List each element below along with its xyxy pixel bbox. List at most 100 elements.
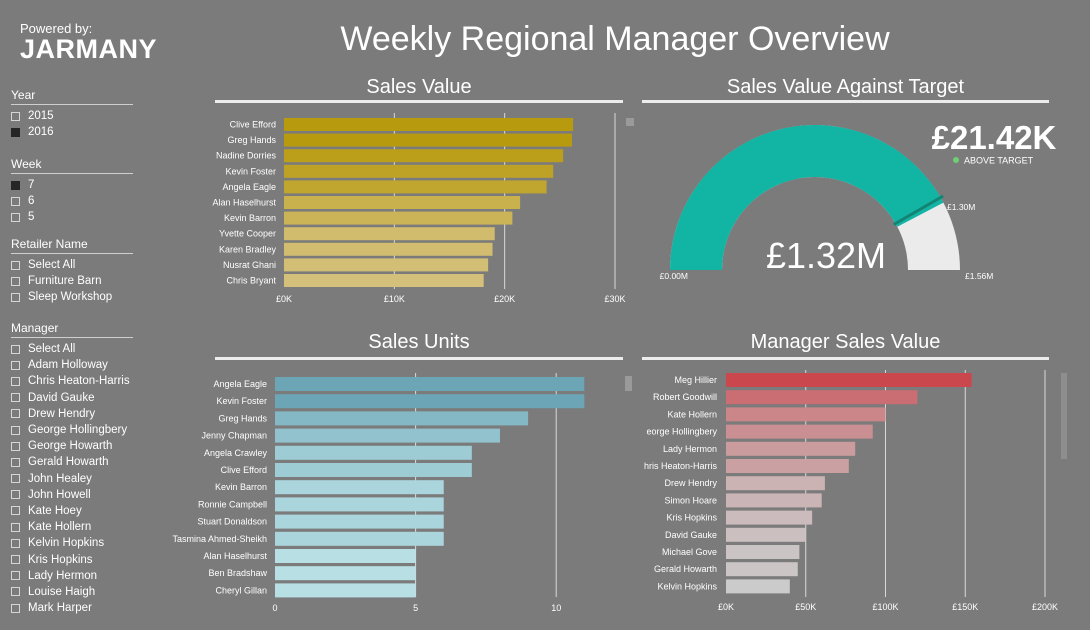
- checkbox-icon[interactable]: [11, 360, 20, 370]
- checkbox-icon[interactable]: [11, 457, 20, 467]
- manager-option-lady-hermon[interactable]: Lady Hermon: [11, 568, 133, 584]
- checkbox-icon[interactable]: [11, 474, 20, 484]
- filter-option-label: Lady Hermon: [28, 569, 98, 582]
- year-option-2016[interactable]: 2016: [11, 124, 133, 140]
- powered-by-label: Powered by:: [20, 21, 93, 36]
- retailer-option-select-all[interactable]: Select All: [11, 257, 133, 273]
- manager-sales-scrollbar[interactable]: [1061, 373, 1067, 459]
- gauge-max-label: £1.56M: [965, 271, 993, 281]
- checkbox-icon[interactable]: [11, 571, 20, 581]
- x-tick-label: £150K: [952, 602, 978, 612]
- manager-option-drew-hendry[interactable]: Drew Hendry: [11, 406, 133, 422]
- checkbox-icon[interactable]: [11, 111, 20, 121]
- manager-option-kate-hollern[interactable]: Kate Hollern: [11, 519, 133, 535]
- manager-option-select-all[interactable]: Select All: [11, 341, 133, 357]
- checkbox-icon[interactable]: [11, 538, 20, 548]
- brand: Powered by: JARMANY: [20, 21, 157, 63]
- checkbox-icon[interactable]: [11, 441, 20, 451]
- manager-option-kris-hopkins[interactable]: Kris Hopkins: [11, 551, 133, 567]
- checkbox-icon[interactable]: [11, 344, 20, 354]
- retailer-filter-title: Retailer Name: [11, 237, 133, 254]
- bar: [284, 242, 493, 256]
- checkbox-icon[interactable]: [11, 127, 20, 137]
- bar: [275, 514, 444, 529]
- category-label: Karen Bradley: [219, 244, 277, 254]
- bar: [726, 527, 806, 542]
- checkbox-icon[interactable]: [11, 196, 20, 206]
- manager-filter: Manager Select All Adam Holloway Chris Hea…: [11, 321, 133, 616]
- bar: [275, 566, 416, 581]
- year-filter: Year 2015 2016: [11, 88, 133, 140]
- checkbox-icon[interactable]: [11, 180, 20, 190]
- gauge-value-arc: [670, 125, 944, 270]
- category-label: Gerald Howarth: [654, 564, 717, 574]
- manager-option-george-hollingbery[interactable]: George Hollingbery: [11, 422, 133, 438]
- sales-units-scrollbar[interactable]: [625, 376, 632, 391]
- manager-option-john-howell[interactable]: John Howell: [11, 487, 133, 503]
- x-tick-label: £100K: [872, 602, 898, 612]
- manager-option-adam-holloway[interactable]: Adam Holloway: [11, 357, 133, 373]
- bar: [284, 118, 574, 131]
- manager-option-gerald-howarth[interactable]: Gerald Howarth: [11, 454, 133, 470]
- category-label: Ben Bradshaw: [208, 568, 267, 578]
- checkbox-icon[interactable]: [11, 292, 20, 302]
- retailer-option-sleep-workshop[interactable]: Sleep Workshop: [11, 289, 133, 305]
- x-tick-label: £0K: [276, 294, 292, 304]
- category-label: Kevin Foster: [216, 396, 267, 406]
- year-option-2015[interactable]: 2015: [11, 108, 133, 124]
- category-label: Robert Goodwill: [653, 392, 717, 402]
- manager-sales-title: Manager Sales Value: [750, 331, 941, 353]
- checkbox-icon[interactable]: [11, 409, 20, 419]
- week-option-6[interactable]: 6: [11, 193, 133, 209]
- bar: [726, 510, 813, 525]
- bar: [726, 459, 849, 473]
- checkbox-icon[interactable]: [11, 260, 20, 270]
- category-label: Yvette Cooper: [219, 229, 276, 239]
- manager-option-david-gauke[interactable]: David Gauke: [11, 390, 133, 406]
- checkbox-icon[interactable]: [11, 425, 20, 435]
- checkbox-icon[interactable]: [11, 212, 20, 222]
- page-title: Weekly Regional Manager Overview: [340, 20, 890, 58]
- bar: [275, 480, 444, 495]
- x-tick-label: £200K: [1032, 602, 1058, 612]
- year-filter-title: Year: [11, 88, 133, 105]
- bar: [275, 549, 416, 563]
- gauge-value-label: £1.32M: [766, 235, 886, 276]
- manager-option-mark-harper[interactable]: Mark Harper: [11, 600, 133, 616]
- manager-option-chris-heaton-harris[interactable]: Chris Heaton-Harris: [11, 373, 133, 389]
- week-option-5[interactable]: 5: [11, 209, 133, 225]
- checkbox-icon[interactable]: [11, 603, 20, 613]
- checkbox-icon[interactable]: [11, 522, 20, 532]
- manager-option-kate-hoey[interactable]: Kate Hoey: [11, 503, 133, 519]
- filter-option-label: Louise Haigh: [28, 585, 96, 598]
- manager-option-john-healey[interactable]: John Healey: [11, 471, 133, 487]
- sales-value-title: Sales Value: [366, 76, 472, 98]
- bar: [284, 164, 554, 178]
- sales-value-scrollbar[interactable]: [626, 118, 634, 126]
- filter-option-label: Sleep Workshop: [28, 291, 113, 304]
- category-label: Nadine Dorries: [216, 151, 277, 161]
- category-label: Simon Hoare: [664, 495, 717, 505]
- status-label: ABOVE TARGET: [964, 156, 1034, 166]
- retailer-option-furniture-barn[interactable]: Furniture Barn: [11, 273, 133, 289]
- sales-value-chart: £0K £10K £20K £30K Clive Efford Greg Hands Nad…: [212, 113, 626, 304]
- checkbox-icon[interactable]: [11, 506, 20, 516]
- week-option-7[interactable]: 7: [11, 177, 133, 193]
- category-label: hris Heaton-Harris: [644, 461, 718, 471]
- week-filter-options: 7 6 5: [11, 177, 133, 226]
- x-tick-label: £20K: [494, 294, 515, 304]
- checkbox-icon[interactable]: [11, 490, 20, 500]
- checkbox-icon[interactable]: [11, 587, 20, 597]
- category-label: Jenny Chapman: [201, 431, 267, 441]
- checkbox-icon[interactable]: [11, 376, 20, 386]
- bar: [726, 441, 856, 456]
- sales-units-divider: [215, 357, 623, 360]
- manager-option-louise-haigh[interactable]: Louise Haigh: [11, 584, 133, 600]
- checkbox-icon[interactable]: [11, 276, 20, 286]
- manager-option-george-howarth[interactable]: George Howarth: [11, 438, 133, 454]
- filter-option-label: Select All: [28, 259, 76, 272]
- checkbox-icon[interactable]: [11, 555, 20, 565]
- checkbox-icon[interactable]: [11, 393, 20, 403]
- manager-option-kelvin-hopkins[interactable]: Kelvin Hopkins: [11, 535, 133, 551]
- filter-option-label: Furniture Barn: [28, 275, 102, 288]
